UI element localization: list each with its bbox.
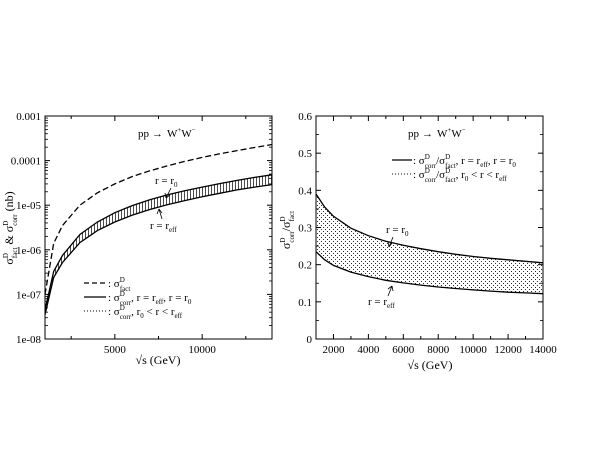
left-arrow-reff <box>156 208 163 220</box>
left-legend-entry-3: : σD corr, r0 < r < reff <box>108 304 183 321</box>
left-legend-entry-2: : σD corr, r = reff, r = r0 <box>108 290 192 307</box>
right-arrow-r0 <box>387 236 394 248</box>
right-legend: : σD corr/σD fact, r = reff, r = r0 : σD co… <box>392 153 516 184</box>
left-x-tick-label: 5000 <box>104 344 127 356</box>
left-y-tick-label: 1e-07 <box>16 289 42 301</box>
right-y-tick-label: 0.6 <box>298 111 312 123</box>
right-legend-entry-2: : σD corr/σD fact, r0 < r < reff <box>413 167 507 184</box>
right-band-group <box>316 194 543 294</box>
left-process-label: pp → W+W− <box>138 126 196 140</box>
left-y-tick-label: 1e-08 <box>16 334 42 346</box>
left-curve-label-r0: r = r0 <box>155 175 178 189</box>
right-curve-label-r0: r = r0 <box>386 224 409 238</box>
left-curve-label-reff: r = reff <box>150 220 177 234</box>
right-y-tick-label: 0.3 <box>298 223 312 235</box>
right-lines-group <box>315 193 544 295</box>
right-y-ticks: 0 0.1 0.2 0.3 0.4 0.5 0.6 <box>298 111 543 346</box>
left-y-tick-label: 1e-05 <box>16 200 42 212</box>
right-x-tick-label: 12000 <box>494 344 522 356</box>
right-x-tick-label: 4000 <box>357 344 380 356</box>
left-x-axis-label: √s (GeV) <box>136 353 181 367</box>
right-chart: 2000 4000 6000 8000 10000 12000 14000 00.10.20… <box>279 111 557 372</box>
right-x-axis-label: √s (GeV) <box>408 358 453 372</box>
right-y-tick-label: 0.4 <box>298 185 312 197</box>
right-process-label: pp → W+W− <box>408 126 466 140</box>
left-x-tick-label: 10000 <box>188 344 216 356</box>
right-y-tick-label: 0.2 <box>298 260 312 272</box>
left-arrow-r0 <box>164 187 172 199</box>
left-series-line-2 <box>44 174 273 311</box>
right-arrow-reff <box>387 285 394 297</box>
right-y-tick-label: 0 <box>307 334 313 346</box>
left-lines-group <box>44 143 273 315</box>
left-y-tick-label: 1e-06 <box>16 245 42 257</box>
left-legend: : σD fact : σD corr, r = reff, r = r0 : σD… <box>84 276 192 321</box>
left-series-line-3 <box>44 183 273 315</box>
right-legend-entry-1: : σD corr/σD fact, r = reff, r = r0 <box>413 153 516 170</box>
right-x-tick-label: 8000 <box>427 344 450 356</box>
right-x-tick-label: 2000 <box>322 344 345 356</box>
left-band-group <box>45 174 272 315</box>
right-y-tick-label: 0.5 <box>298 148 312 160</box>
left-x-ticks: 5000 10000 <box>70 116 247 356</box>
left-y-ticks: 1e-08 1e-07 1e-06 1e-05 0.0001 0.001 <box>11 111 272 346</box>
left-series-line-1 <box>44 143 273 295</box>
right-curve-label-reff: r = reff <box>368 296 395 310</box>
left-legend-entry-1: : σD fact <box>108 276 130 293</box>
right-series-line-2 <box>315 251 544 295</box>
right-x-tick-label: 10000 <box>459 344 487 356</box>
r-band-area <box>316 194 543 294</box>
right-y-axis-label: σDcorr/σDfact <box>279 211 296 249</box>
right-x-ticks: 2000 4000 6000 8000 10000 12000 14000 <box>315 116 557 356</box>
right-x-tick-label: 6000 <box>392 344 415 356</box>
right-y-tick-label: 0.1 <box>298 297 312 309</box>
left-y-tick-label: 0.001 <box>16 111 41 123</box>
right-series-line-1 <box>315 193 544 264</box>
left-y-tick-label: 0.0001 <box>11 156 41 168</box>
right-x-tick-label: 14000 <box>529 344 557 356</box>
l-band-area <box>45 174 272 315</box>
left-y-axis-label: σDfact & σDcorr (nb) <box>2 191 19 264</box>
left-chart: 5000 10000 1e-08 1e-07 1e-06 1e-05 0.0001 0.00… <box>2 111 273 367</box>
